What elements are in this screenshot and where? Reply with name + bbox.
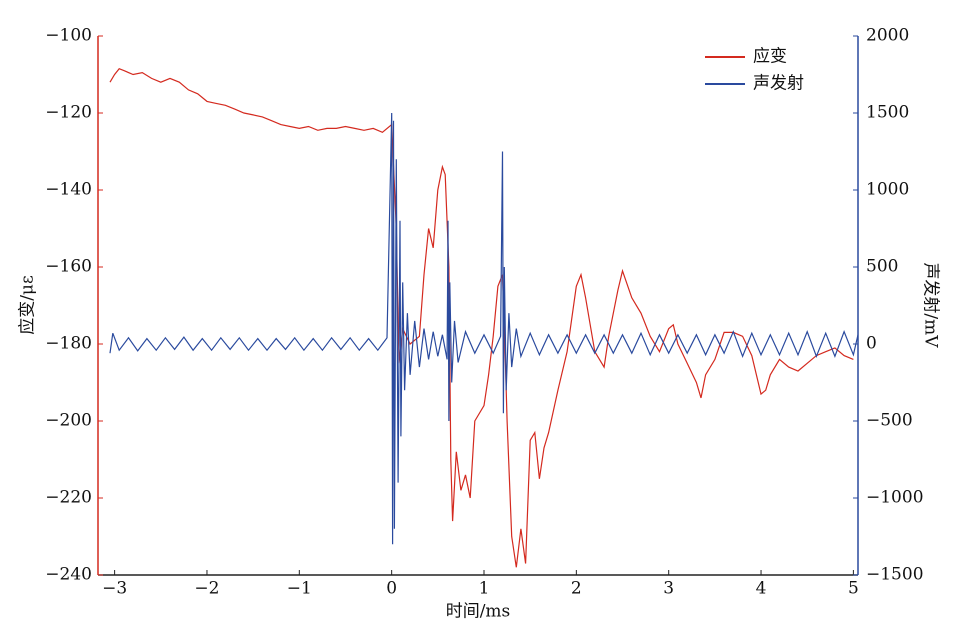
y2-tick-label: 1000 <box>866 180 909 200</box>
y-tick-label: −240 <box>45 565 92 585</box>
y-tick-label: −200 <box>45 411 92 431</box>
y-tick-label: −140 <box>45 180 92 200</box>
y-tick-label: −180 <box>45 334 92 354</box>
y2-tick-label: −500 <box>866 411 913 431</box>
y-tick-label: −100 <box>45 26 92 46</box>
x-tick-label: 2 <box>571 579 582 599</box>
legend-label: 声发射 <box>753 74 804 94</box>
x-tick-label: 3 <box>663 579 674 599</box>
x-tick-label: 1 <box>479 579 490 599</box>
legend-label: 应变 <box>753 47 787 67</box>
x-tick-label: 0 <box>386 579 397 599</box>
y-tick-label: −220 <box>45 488 92 508</box>
y2-tick-label: −1500 <box>866 565 924 585</box>
y-tick-label: −120 <box>45 103 92 123</box>
y-tick-label: −160 <box>45 257 92 277</box>
y2-tick-label: −1000 <box>866 488 924 508</box>
y2-axis-label: 声发射/mV <box>921 262 941 348</box>
x-tick-label: 5 <box>848 579 859 599</box>
y2-tick-label: 500 <box>866 257 898 277</box>
x-tick-label: −3 <box>102 579 127 599</box>
y-axis-label: 应变/με <box>18 275 38 335</box>
series-line <box>109 112 859 545</box>
x-axis-label: 时间/ms <box>446 602 511 622</box>
series-line <box>109 67 854 568</box>
y2-tick-label: 1500 <box>866 103 909 123</box>
x-tick-label: −1 <box>287 579 312 599</box>
y2-tick-label: 0 <box>866 334 877 354</box>
x-tick-label: 4 <box>756 579 767 599</box>
y2-tick-label: 2000 <box>866 26 909 46</box>
x-tick-label: −2 <box>194 579 219 599</box>
